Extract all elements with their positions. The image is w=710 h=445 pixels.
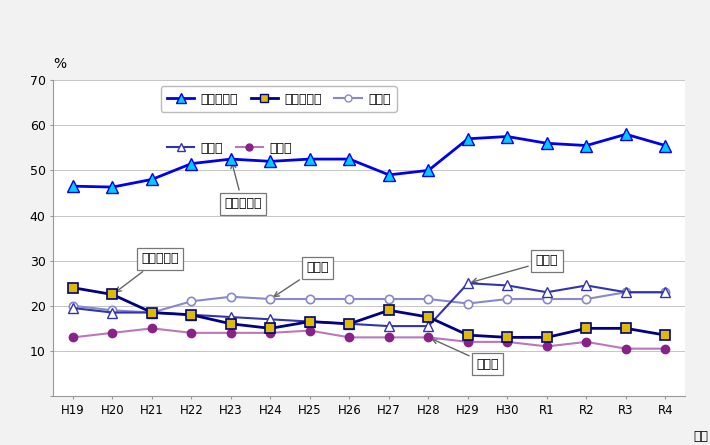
義務的経費 bbox=[148, 177, 156, 182]
Text: 義務的経費: 義務的経費 bbox=[224, 163, 261, 210]
Text: %: % bbox=[53, 57, 66, 71]
公債費 bbox=[306, 328, 315, 333]
義務的経費 bbox=[582, 143, 591, 148]
義務的経費 bbox=[622, 132, 630, 137]
義務的経費 bbox=[226, 157, 235, 162]
人件費 bbox=[187, 312, 196, 317]
Legend: 人件費, 公債費: 人件費, 公債費 bbox=[160, 135, 298, 161]
人件費 bbox=[345, 321, 354, 327]
投資的経費 bbox=[187, 312, 196, 317]
投資的経費 bbox=[69, 285, 77, 291]
Line: 投資的経費: 投資的経費 bbox=[68, 283, 670, 342]
投資的経費 bbox=[226, 321, 235, 327]
投資的経費 bbox=[424, 314, 432, 320]
義務的経費 bbox=[542, 141, 551, 146]
扶助費 bbox=[108, 307, 116, 313]
扶助費 bbox=[661, 290, 670, 295]
人件費 bbox=[266, 317, 275, 322]
人件費 bbox=[582, 283, 591, 288]
扶助費 bbox=[306, 296, 315, 302]
投資的経費 bbox=[306, 319, 315, 324]
投資的経費 bbox=[266, 326, 275, 331]
義務的経費 bbox=[503, 134, 512, 139]
投資的経費 bbox=[108, 292, 116, 297]
人件費 bbox=[306, 319, 315, 324]
扶助費 bbox=[385, 296, 393, 302]
投資的経費 bbox=[148, 310, 156, 315]
扶助費 bbox=[503, 296, 512, 302]
公債費 bbox=[385, 335, 393, 340]
Text: 年度: 年度 bbox=[693, 430, 708, 443]
扶助費 bbox=[266, 296, 275, 302]
Text: 公債費: 公債費 bbox=[432, 339, 499, 371]
投資的経費 bbox=[503, 335, 512, 340]
Line: 人件費: 人件費 bbox=[68, 279, 670, 331]
人件費 bbox=[622, 290, 630, 295]
扶助費 bbox=[542, 296, 551, 302]
人件費 bbox=[69, 305, 77, 311]
義務的経費 bbox=[266, 159, 275, 164]
公債費 bbox=[345, 335, 354, 340]
義務的経費 bbox=[187, 161, 196, 166]
人件費 bbox=[464, 280, 472, 286]
義務的経費 bbox=[424, 168, 432, 173]
公債費 bbox=[148, 326, 156, 331]
公債費 bbox=[69, 335, 77, 340]
義務的経費 bbox=[385, 172, 393, 178]
公債費 bbox=[542, 344, 551, 349]
扶助費 bbox=[148, 310, 156, 315]
公債費 bbox=[108, 330, 116, 336]
Text: 扶助費: 扶助費 bbox=[274, 261, 329, 297]
扶助費 bbox=[187, 299, 196, 304]
義務的経費 bbox=[464, 136, 472, 142]
扶助費 bbox=[424, 296, 432, 302]
扶助費 bbox=[69, 303, 77, 308]
人件費 bbox=[503, 283, 512, 288]
義務的経費 bbox=[345, 157, 354, 162]
義務的経費 bbox=[108, 184, 116, 190]
人件費 bbox=[542, 290, 551, 295]
人件費 bbox=[661, 290, 670, 295]
公債費 bbox=[424, 335, 432, 340]
人件費 bbox=[385, 324, 393, 329]
公債費 bbox=[661, 346, 670, 352]
投資的経費 bbox=[661, 332, 670, 338]
公債費 bbox=[266, 330, 275, 336]
公債費 bbox=[464, 339, 472, 344]
投資的経費 bbox=[345, 321, 354, 327]
投資的経費 bbox=[542, 335, 551, 340]
公債費 bbox=[503, 339, 512, 344]
投資的経費 bbox=[582, 326, 591, 331]
人件費 bbox=[226, 314, 235, 320]
公債費 bbox=[226, 330, 235, 336]
扶助費 bbox=[622, 290, 630, 295]
公債費 bbox=[582, 339, 591, 344]
扶助費 bbox=[345, 296, 354, 302]
投資的経費 bbox=[385, 307, 393, 313]
公債費 bbox=[187, 330, 196, 336]
Line: 扶助費: 扶助費 bbox=[69, 288, 670, 317]
人件費 bbox=[108, 310, 116, 315]
Line: 義務的経費: 義務的経費 bbox=[67, 129, 671, 193]
人件費 bbox=[424, 324, 432, 329]
Text: 投資的経費: 投資的経費 bbox=[116, 252, 179, 292]
投資的経費 bbox=[622, 326, 630, 331]
人件費 bbox=[148, 310, 156, 315]
義務的経費 bbox=[69, 183, 77, 189]
義務的経費 bbox=[661, 143, 670, 148]
投資的経費 bbox=[464, 332, 472, 338]
Text: 人件費: 人件費 bbox=[472, 255, 558, 283]
扶助費 bbox=[226, 294, 235, 299]
義務的経費 bbox=[306, 157, 315, 162]
Line: 公債費: 公債費 bbox=[69, 324, 670, 353]
扶助費 bbox=[464, 301, 472, 306]
扶助費 bbox=[582, 296, 591, 302]
公債費 bbox=[622, 346, 630, 352]
